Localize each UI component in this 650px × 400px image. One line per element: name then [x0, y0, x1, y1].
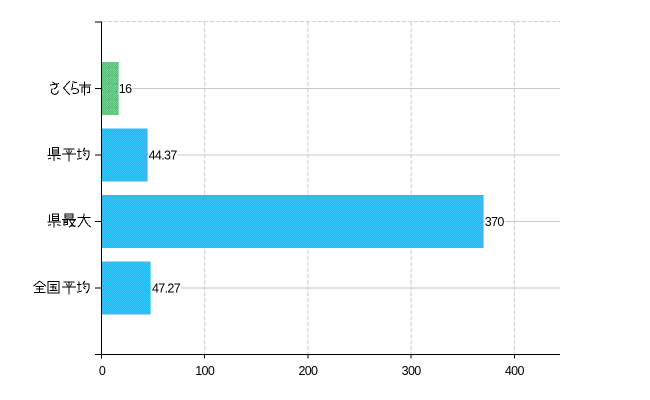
svg-text:44.37: 44.37 [149, 149, 178, 163]
svg-text:200: 200 [298, 364, 318, 378]
svg-text:400: 400 [505, 364, 525, 378]
svg-text:47.27: 47.27 [152, 282, 181, 296]
svg-text:100: 100 [195, 364, 215, 378]
svg-text:16: 16 [119, 82, 132, 96]
svg-text:0: 0 [99, 364, 106, 378]
svg-text:370: 370 [485, 215, 505, 229]
svg-text:300: 300 [402, 364, 422, 378]
